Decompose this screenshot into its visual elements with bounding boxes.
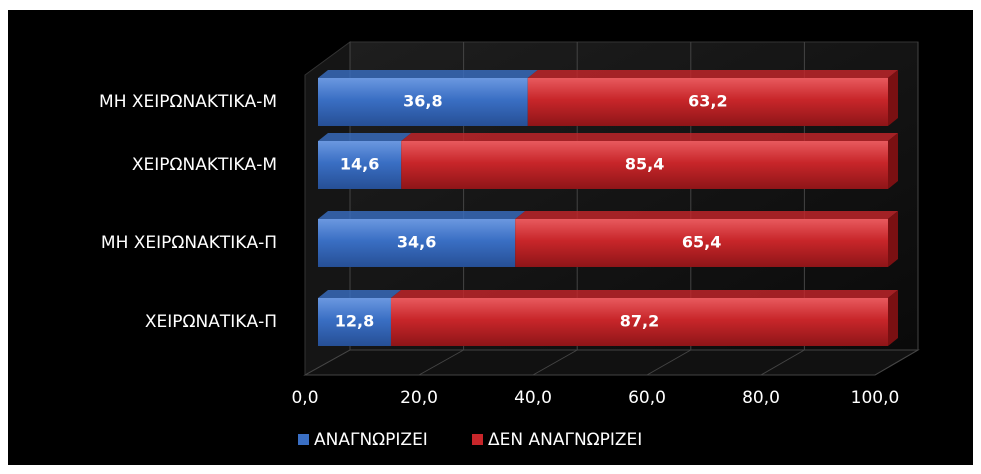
bar-top	[318, 211, 526, 219]
x-tick-label: 80,0	[742, 388, 780, 408]
x-tick-label: 40,0	[514, 388, 552, 408]
bar	[318, 78, 528, 126]
bar-side	[888, 211, 898, 267]
data-label: 12,8	[335, 312, 374, 331]
bar-top	[318, 70, 538, 78]
legend-label: ΔΕΝ ΑΝΑΓΝΩΡΙΖΕΙ	[488, 430, 642, 450]
bar	[318, 298, 391, 346]
y-tick-label: ΧΕΙΡΩΝΑΚΤΙΚΑ-Μ	[132, 155, 277, 175]
grid-line	[760, 349, 805, 376]
bar-top	[401, 133, 898, 141]
data-label: 87,2	[620, 312, 659, 331]
data-label: 14,6	[340, 155, 379, 174]
bar-top	[318, 133, 412, 141]
x-tick-label: 60,0	[628, 388, 666, 408]
grid-line	[418, 349, 464, 376]
bar	[527, 78, 888, 126]
bar	[390, 298, 888, 346]
legend-swatch	[472, 434, 483, 445]
y-tick-label: ΧΕΙΡΩΝΑΤΙΚΑ-Π	[145, 312, 277, 332]
bar-top	[515, 211, 898, 219]
floor	[303, 349, 920, 376]
grid-line	[874, 349, 919, 376]
y-tick-label: ΜΗ ΧΕΙΡΩΝΑΚΤΙΚΑ-Π	[101, 233, 277, 253]
x-tick-label: 20,0	[400, 388, 438, 408]
data-label: 34,6	[397, 233, 436, 252]
bar-top	[390, 290, 898, 298]
legend-label: ΑΝΑΓΝΩΡΙΖΕΙ	[314, 430, 428, 450]
bar	[318, 219, 516, 267]
bar	[401, 141, 888, 189]
grid-line	[304, 349, 351, 376]
bar-top	[527, 70, 898, 78]
data-label: 85,4	[625, 155, 664, 174]
data-label: 63,2	[688, 92, 727, 111]
legend-swatch	[298, 434, 309, 445]
bar	[515, 219, 888, 267]
grid-line	[532, 349, 578, 376]
bar	[318, 141, 402, 189]
bar-side	[888, 133, 898, 189]
data-label: 65,4	[682, 233, 721, 252]
x-tick-label: 100,0	[851, 388, 900, 408]
data-label: 36,8	[403, 92, 442, 111]
bar-top	[318, 290, 401, 298]
grid-line	[646, 349, 692, 376]
bar-side	[888, 290, 898, 346]
x-tick-label: 0,0	[291, 388, 318, 408]
bar-side	[888, 70, 898, 126]
y-tick-label: ΜΗ ΧΕΙΡΩΝΑΚΤΙΚΑ-Μ	[99, 92, 277, 112]
